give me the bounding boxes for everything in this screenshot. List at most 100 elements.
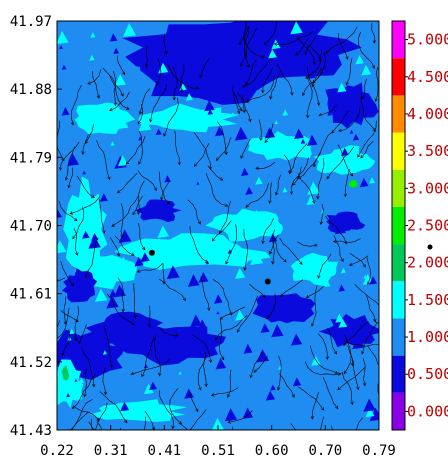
streamline (139, 88, 151, 115)
streamline-arrowhead (310, 416, 315, 420)
streamline (59, 141, 80, 171)
streamline-arrowhead (84, 274, 88, 278)
streamline-arrowhead (383, 310, 386, 313)
streamline (295, 38, 309, 56)
streamline-arrowhead (331, 130, 335, 134)
contour-patch (140, 252, 150, 263)
streamline (217, 121, 227, 155)
streamline-arrowhead (362, 382, 367, 387)
contour-patch (166, 265, 180, 280)
streamline (189, 226, 208, 263)
streamline-arrowhead (138, 161, 142, 165)
streamline-arrowhead (253, 369, 258, 373)
contour-patch (74, 378, 78, 382)
contour-patch (300, 138, 306, 144)
streamline-arrowhead (46, 341, 49, 344)
contour-patch (335, 313, 344, 323)
contour-region-11 (114, 233, 271, 270)
streamline-arrowhead (343, 193, 348, 198)
streamline-arrowhead (337, 372, 342, 376)
contour-region-17 (326, 211, 366, 233)
contour-patch (78, 377, 85, 384)
streamline-arrowhead (109, 364, 114, 368)
contour-patch (102, 350, 107, 355)
streamline (57, 277, 66, 282)
contour-patch (355, 154, 359, 159)
contour-patch (109, 33, 118, 42)
streamline-arrowhead (246, 64, 250, 68)
colorbar-label: 2.500 (407, 217, 448, 235)
streamline (371, 22, 375, 44)
streamline (360, 93, 376, 132)
streamline (205, 173, 228, 207)
contour-patch (282, 109, 289, 116)
streamline (193, 131, 211, 170)
streamline (306, 65, 320, 106)
streamline-arrowhead (382, 408, 385, 411)
streamline-arrowhead (207, 307, 211, 312)
streamline (308, 44, 322, 62)
streamline-arrowhead (318, 58, 322, 63)
streamline (78, 323, 87, 344)
streamline-arrowhead (208, 359, 213, 364)
streamline-arrowhead (92, 383, 96, 388)
streamline-arrowhead (195, 408, 199, 413)
streamline-arrowhead (197, 221, 201, 225)
contour-patch (61, 107, 70, 116)
streamline-arrowhead (242, 109, 246, 114)
contour-patch (88, 235, 101, 249)
streamline (240, 139, 251, 159)
x-axis-ticks: 0.22 0.31 0.41 0.51 0.60 0.70 0.79 (40, 425, 396, 459)
streamline (74, 306, 80, 341)
colorbar-label: 3.000 (407, 179, 448, 197)
streamline (241, 95, 251, 122)
streamline (162, 262, 165, 284)
streamline (320, 416, 324, 430)
streamline (347, 345, 353, 366)
contour-patch (69, 328, 75, 335)
colorbar-band-3 (392, 281, 405, 319)
streamline (111, 195, 139, 227)
streamline-arrowhead (171, 425, 175, 430)
streamline (137, 262, 164, 273)
streamline (71, 85, 82, 126)
streamline (75, 407, 100, 421)
streamline (212, 278, 232, 316)
streamline-arrowhead (237, 110, 241, 115)
y-tick-label: 41.79 (10, 150, 52, 166)
contour-patch (211, 114, 218, 122)
streamline-arrowhead (96, 95, 100, 99)
streamline (60, 261, 75, 286)
streamline-arrowhead (153, 187, 157, 192)
streamline (203, 351, 207, 387)
streamline-arrowhead (199, 74, 203, 79)
colorbar-label: 0.000 (407, 402, 448, 420)
streamline-arrowhead (83, 393, 87, 398)
streamline (262, 218, 274, 244)
streamline-arrowhead (177, 162, 182, 166)
contour-region-6 (74, 102, 136, 135)
streamline (330, 425, 333, 430)
contour-patch (204, 99, 215, 112)
contour-patch (57, 209, 62, 218)
streamline-arrowhead (318, 113, 323, 117)
streamline-arrowhead (108, 435, 111, 438)
streamline-arrowhead (73, 217, 78, 222)
streamline (231, 86, 240, 114)
streamline-arrowhead (262, 294, 266, 298)
streamline (361, 78, 367, 100)
contour-patch (255, 176, 263, 185)
contour-patch (224, 408, 238, 422)
contour-patch (265, 390, 276, 401)
streamline-arrowhead (182, 297, 186, 302)
streamline (60, 310, 79, 323)
contour-patch (353, 326, 365, 339)
streamline-arrowhead (172, 97, 176, 101)
streamline-arrowhead (113, 102, 117, 107)
colorbar-band-10 (392, 21, 405, 59)
streamline-arrowhead (320, 406, 325, 411)
streamline (138, 223, 146, 251)
streamline (180, 64, 185, 93)
contour-patch (207, 109, 213, 115)
streamline (72, 206, 85, 239)
